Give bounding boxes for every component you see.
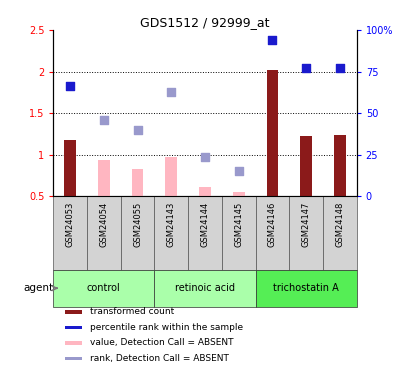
Text: retinoic acid: retinoic acid	[175, 283, 234, 293]
Title: GDS1512 / 92999_at: GDS1512 / 92999_at	[140, 16, 269, 29]
Bar	[232, 192, 244, 196]
Bar	[322, 196, 356, 270]
Point	[67, 84, 73, 90]
Text: GSM24053: GSM24053	[65, 202, 74, 247]
Point	[168, 89, 174, 95]
Bar	[53, 270, 154, 307]
Bar	[255, 270, 356, 307]
Text: percentile rank within the sample: percentile rank within the sample	[90, 323, 242, 332]
Bar	[333, 135, 345, 196]
Bar	[120, 196, 154, 270]
Bar	[131, 170, 143, 196]
Text: transformed count: transformed count	[90, 308, 173, 316]
Bar	[266, 70, 278, 196]
Bar	[289, 196, 322, 270]
Point	[336, 65, 342, 71]
Text: trichostatin A: trichostatin A	[272, 283, 338, 293]
Point	[302, 65, 309, 71]
Text: control: control	[87, 283, 120, 293]
Bar	[87, 196, 120, 270]
Point	[134, 127, 141, 133]
Bar	[53, 196, 87, 270]
Bar	[65, 357, 82, 360]
Text: GSM24055: GSM24055	[133, 202, 142, 247]
Text: GSM24143: GSM24143	[166, 202, 175, 247]
Bar	[64, 140, 76, 196]
Bar	[199, 187, 210, 196]
Text: agent: agent	[24, 283, 54, 293]
Bar	[165, 157, 177, 196]
Text: GSM24054: GSM24054	[99, 202, 108, 247]
Point	[100, 117, 107, 123]
Bar	[65, 341, 82, 345]
Point	[201, 154, 208, 160]
Text: GSM24144: GSM24144	[200, 202, 209, 247]
Bar	[154, 270, 255, 307]
Point	[235, 168, 241, 174]
Bar	[98, 160, 110, 196]
Bar	[221, 196, 255, 270]
Bar	[255, 196, 289, 270]
Text: rank, Detection Call = ABSENT: rank, Detection Call = ABSENT	[90, 354, 228, 363]
Text: GSM24148: GSM24148	[335, 202, 344, 247]
Bar	[65, 326, 82, 329]
Text: GSM24147: GSM24147	[301, 202, 310, 247]
Bar	[154, 196, 188, 270]
Bar	[65, 310, 82, 314]
Text: GSM24146: GSM24146	[267, 202, 276, 247]
Bar	[188, 196, 221, 270]
Point	[268, 37, 275, 43]
Text: GSM24145: GSM24145	[234, 202, 243, 247]
Text: value, Detection Call = ABSENT: value, Detection Call = ABSENT	[90, 338, 233, 347]
Bar	[299, 136, 311, 196]
